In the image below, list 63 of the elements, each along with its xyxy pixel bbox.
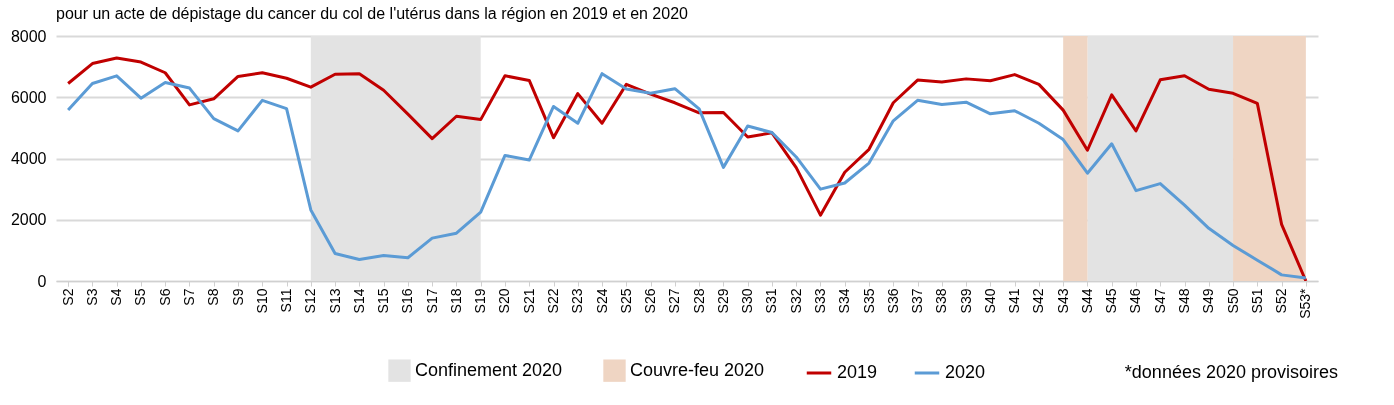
x-tick-label: S6	[156, 288, 173, 306]
chart-title: pour un acte de dépistage du cancer du col de l'utérus dans la région en 2019 et en 2020	[56, 5, 689, 22]
x-tick-label: S23	[569, 288, 586, 314]
x-tick-label: S42	[1030, 288, 1047, 314]
x-tick-label: S10	[253, 288, 270, 314]
x-tick-label: S53*	[1297, 287, 1314, 319]
x-tick-label: S19	[472, 288, 489, 314]
x-tick-label: S16	[399, 288, 416, 314]
x-tick-label: S29	[714, 288, 731, 314]
x-tick-label: S36	[884, 288, 901, 314]
y-tick-label: 4000	[10, 150, 47, 167]
x-tick-label: S34	[836, 288, 853, 314]
legend-label: 2020	[945, 362, 986, 382]
x-tick-label: S32	[787, 288, 804, 314]
x-tick-label: S14	[350, 288, 367, 314]
x-tick-label: S22	[545, 288, 562, 314]
y-tick-label: 2000	[10, 211, 47, 229]
text: *données 2020 provisoires	[1124, 362, 1338, 382]
x-tick-label: S31	[763, 288, 780, 314]
legend-label: 2019	[837, 362, 878, 382]
x-tick-label: S43	[1054, 288, 1071, 314]
y-tick-label: 0	[37, 272, 47, 290]
x-tick-label: S3	[83, 288, 100, 306]
x-tick-label: S27	[666, 288, 683, 314]
x-tick-label: S4	[108, 288, 125, 306]
x-tick-label: S12	[302, 288, 319, 314]
legend-label: Couvre-feu 2020	[630, 359, 765, 380]
x-tick-label: S50	[1224, 288, 1241, 314]
x-tick-label: S7	[180, 288, 197, 306]
x-tick-label: S40	[981, 288, 998, 314]
legend-label: Confinement 2020	[415, 359, 563, 380]
x-tick-label: S24	[593, 288, 610, 314]
x-tick-label: S37	[909, 288, 926, 314]
x-tick-label: S20	[496, 288, 513, 314]
x-tick-label: S39	[957, 288, 974, 314]
x-tick-label: S21	[520, 288, 537, 314]
x-tick-label: S47	[1151, 288, 1168, 314]
x-tick-label: S48	[1176, 288, 1193, 314]
x-tick-label: S51	[1248, 288, 1265, 314]
y-tick-label: 8000	[10, 27, 47, 45]
x-tick-label: S15	[375, 288, 392, 314]
y-tick-label: 6000	[10, 88, 47, 106]
x-tick-label: S13	[326, 288, 343, 314]
x-tick-label: S41	[1006, 288, 1023, 314]
x-tick-label: S9	[229, 288, 246, 306]
x-tick-label: S28	[690, 288, 707, 314]
x-tick-label: S30	[739, 288, 756, 314]
x-tick-label: S35	[860, 288, 877, 314]
x-tick-label: S18	[447, 288, 464, 314]
x-tick-label: S11	[278, 288, 295, 313]
x-tick-label: S46	[1127, 288, 1144, 314]
x-tick-label: S26	[642, 288, 659, 314]
x-tick-label: S5	[132, 288, 149, 306]
x-tick-label: S8	[205, 288, 222, 306]
x-tick-label: S25	[617, 288, 634, 314]
x-tick-label: S52	[1273, 288, 1290, 314]
x-tick-label: S45	[1103, 288, 1120, 314]
x-tick-label: S38	[933, 288, 950, 314]
x-tick-label: S49	[1200, 288, 1217, 314]
x-tick-label: S44	[1078, 288, 1095, 314]
x-tick-label: S17	[423, 288, 440, 314]
x-tick-label: S2	[59, 288, 76, 306]
x-tick-label: S33	[811, 288, 828, 314]
